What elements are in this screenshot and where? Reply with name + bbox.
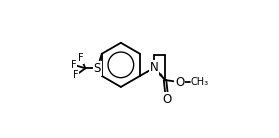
Text: N: N [150, 61, 159, 74]
Text: O: O [175, 76, 184, 89]
Text: CH₃: CH₃ [191, 77, 208, 87]
Text: S: S [94, 62, 101, 75]
Text: F: F [78, 53, 84, 63]
Text: F: F [71, 60, 77, 70]
Polygon shape [159, 73, 165, 80]
Text: F: F [73, 70, 79, 80]
Text: O: O [162, 93, 172, 106]
